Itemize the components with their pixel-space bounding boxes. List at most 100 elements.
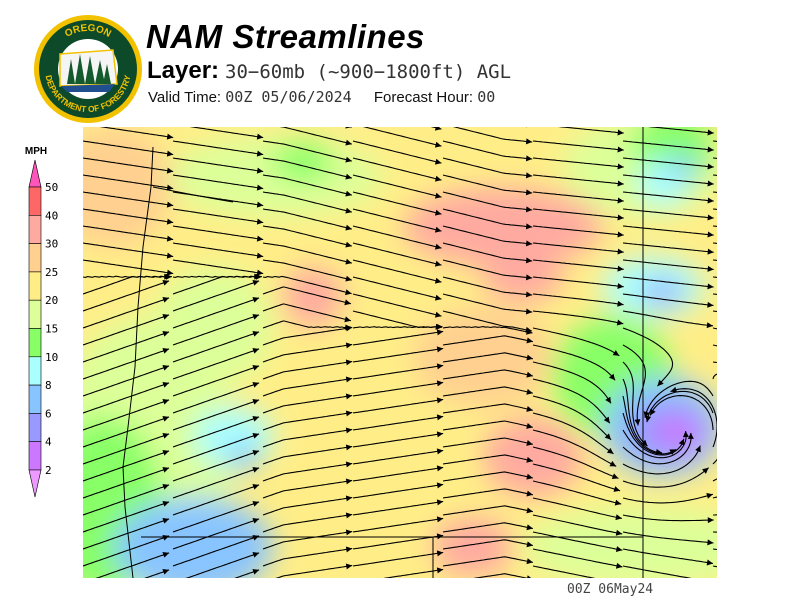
streamline-arrowhead [706,492,713,499]
streamline-arrowhead [695,445,701,453]
streamline [83,225,174,241]
streamline [442,437,533,448]
streamline [622,445,701,475]
streamline [262,394,353,414]
streamline [532,191,624,202]
streamline [362,127,442,147]
streamline [352,174,442,198]
streamline [442,471,534,482]
streamline [262,513,353,533]
streamline [622,327,674,387]
streamline-arrowhead [344,316,351,323]
streamline-arrowhead [434,127,442,131]
streamline [532,463,621,492]
streamline [442,488,534,499]
streamline-arrowhead [436,567,444,574]
streamline [83,501,170,533]
streamline-arrowhead [436,499,444,506]
streamline [644,380,714,418]
streamline [83,242,174,258]
streamline-arrowhead [670,386,678,393]
streamline-arrowhead [436,465,444,472]
streamline-arrowhead [525,291,533,298]
streamline [532,208,624,219]
streamline [532,565,596,578]
streamline [172,225,264,241]
streamline-arrowhead [162,416,170,422]
streamline-arrowhead [345,224,352,231]
streamline [352,140,442,164]
streamline-arrowhead [166,269,174,276]
streamline [83,399,170,431]
streamline [442,293,533,313]
streamline-arrowhead [615,529,623,536]
streamline-arrowhead [436,323,443,330]
streamline [532,225,624,236]
streamline-arrowhead [434,243,442,250]
streamline [172,501,260,533]
legend-label: 20 [45,294,58,307]
streamline-arrowhead [164,273,171,280]
streamline [83,208,174,224]
oregon-department-of-forestry-logo: OREGON DEPARTMENT OF FORESTRY [34,15,142,123]
streamline-arrowhead [603,416,610,424]
streamline [172,208,264,224]
streamline-arrowhead [526,440,533,446]
streamline-arrowhead [345,342,353,349]
streamline-arrowhead [678,438,685,446]
streamline-arrowhead [617,129,624,136]
streamline [442,335,534,346]
streamline [83,348,170,380]
streamline [83,484,170,516]
streamline-arrowhead [525,274,533,281]
streamline-arrowhead [166,133,174,140]
streamline-arrowhead [345,207,352,214]
streamline [442,539,534,550]
streamline-arrowhead [345,529,353,536]
streamline-arrowhead [252,450,260,456]
legend-swatch [28,271,42,301]
streamline-arrowhead [645,415,652,423]
streamline-arrowhead [252,416,260,422]
streamline [83,450,170,482]
forecast-hour-label: Forecast Hour: [373,89,474,106]
layer-value: 30−60mb (~900−1800ft) AGL [225,61,512,83]
streamline [83,259,174,275]
streamline-arrowhead [526,354,533,361]
streamline [83,275,171,295]
streamline [83,467,170,499]
streamline [172,467,260,499]
streamline [172,382,260,414]
legend-label: 2 [45,464,52,477]
legend-label: 6 [45,407,52,420]
streamline [442,326,533,334]
streamline [262,479,353,499]
streamline-arrowhead [617,197,624,204]
streamline [262,326,353,346]
streamline [262,286,352,305]
streamline-arrowhead [162,365,170,371]
streamline [352,551,444,567]
streamline-arrowhead [526,524,533,531]
streamline [532,327,620,357]
streamline-arrowhead [657,379,664,387]
valid-time-info: Valid Time: 00Z 05/06/2024 Forecast Hour… [148,88,495,106]
streamline [622,140,714,151]
streamline-arrowhead [166,167,174,174]
streamline-arrowhead [617,248,624,255]
streamline [144,569,170,578]
streamline [172,450,260,482]
streamline-arrowhead [162,467,170,473]
streamline-arrowhead [345,376,353,383]
streamline [532,259,624,270]
streamline-arrowhead [436,482,444,489]
streamline [262,547,353,567]
streamline-arrowhead [162,382,170,388]
streamline [352,500,444,516]
streamline [649,395,714,431]
streamline-arrowhead [609,460,617,467]
streamline-arrowhead [706,559,714,566]
streamline [262,462,353,482]
streamline-arrowhead [706,322,713,329]
streamline [442,420,533,431]
